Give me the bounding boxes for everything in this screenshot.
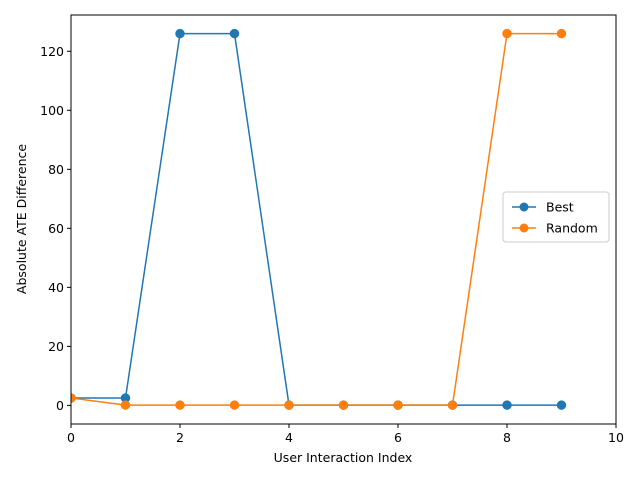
series-line-random bbox=[71, 32, 562, 406]
data-point-best bbox=[556, 400, 567, 410]
y-tick-label: 120 bbox=[40, 44, 64, 59]
x-tick-label: 0 bbox=[67, 430, 75, 445]
data-point-random bbox=[229, 400, 240, 410]
data-point-random bbox=[447, 400, 458, 410]
y-tick-label: 80 bbox=[48, 162, 64, 177]
y-tick-label: 0 bbox=[56, 398, 64, 413]
data-point-random bbox=[556, 28, 567, 39]
legend: Best Random bbox=[502, 191, 610, 243]
x-tick-label: 2 bbox=[176, 430, 184, 445]
legend-box bbox=[502, 191, 610, 243]
series-line-best bbox=[71, 32, 562, 406]
legend-label-random: Random bbox=[546, 221, 598, 236]
y-tick-label: 60 bbox=[48, 221, 64, 236]
data-point-best bbox=[175, 28, 185, 39]
y-axis-label: Absolute ATE Difference bbox=[14, 144, 29, 294]
x-axis-label: User Interaction Index bbox=[274, 450, 413, 465]
legend-marker-best bbox=[519, 202, 529, 212]
x-tick-label: 8 bbox=[503, 430, 511, 445]
x-tick-label: 6 bbox=[394, 430, 402, 445]
data-point-random bbox=[502, 28, 512, 39]
data-point-best bbox=[229, 28, 240, 39]
data-point-random bbox=[338, 400, 349, 410]
data-point-random bbox=[175, 400, 185, 410]
x-tick-label: 4 bbox=[285, 430, 293, 445]
plot-area bbox=[71, 28, 567, 410]
data-point-best bbox=[502, 400, 512, 410]
y-tick-label: 40 bbox=[48, 280, 64, 295]
data-point-random bbox=[284, 400, 294, 410]
y-tick-label: 20 bbox=[48, 339, 64, 354]
plot-frame bbox=[70, 14, 617, 425]
data-point-random bbox=[71, 393, 76, 403]
legend-marker-random bbox=[519, 223, 529, 233]
plot-clip-group bbox=[71, 28, 567, 410]
legend-label-best: Best bbox=[546, 200, 574, 215]
data-point-random bbox=[393, 400, 403, 410]
data-point-random bbox=[120, 400, 131, 410]
x-tick-label: 10 bbox=[608, 430, 624, 445]
y-tick-label: 100 bbox=[40, 103, 64, 118]
